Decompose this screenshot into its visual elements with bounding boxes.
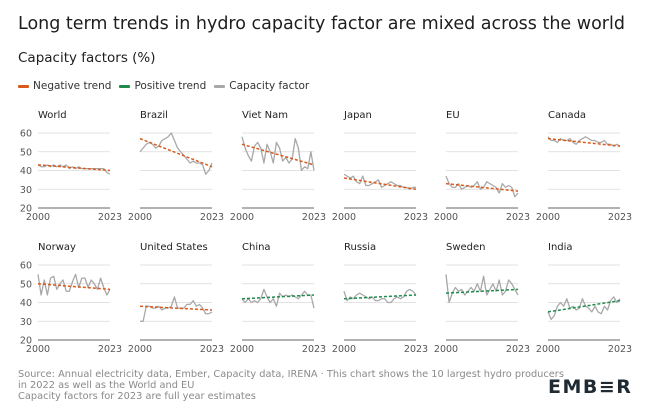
ytick-norway-50: 50 [20, 279, 32, 290]
legend: Negative trend Positive trend Capacity f… [18, 80, 317, 92]
capacity-line-united-states [140, 296, 213, 322]
trend-line-sweden [445, 288, 519, 294]
xtick-end-united-states: 2023 [200, 344, 224, 355]
chart-subtitle: Capacity factors (%) [18, 50, 156, 66]
chart-title: Long term trends in hydro capacity facto… [18, 14, 625, 34]
footer-line-2: in 2022 as well as the World and EU [18, 380, 195, 391]
capacity-line-viet-nam [241, 136, 315, 172]
xtick-end-viet-nam: 2023 [302, 212, 326, 223]
ytick-norway-20: 20 [20, 336, 32, 347]
legend-capacity-label: Capacity factor [229, 80, 310, 92]
trend-line-china [241, 294, 315, 300]
ytick-world-40: 40 [20, 166, 32, 177]
trend-line-india [547, 299, 621, 313]
panel-title-russia: Russia [344, 242, 376, 253]
trend-line-brazil [139, 137, 213, 168]
trend-line-eu [445, 182, 519, 192]
legend-positive: Positive trend [119, 80, 206, 92]
ytick-world-60: 60 [20, 129, 32, 140]
xtick-start-viet-nam: 2000 [230, 212, 254, 223]
trend-line-japan [343, 177, 417, 190]
trend-line-norway [37, 283, 111, 291]
positive-swatch [119, 84, 131, 88]
xtick-start-united-states: 2000 [128, 344, 152, 355]
negative-swatch [18, 84, 29, 88]
panel-title-canada: Canada [548, 110, 586, 121]
panel-title-china: China [242, 242, 271, 253]
xtick-start-china: 2000 [230, 344, 254, 355]
xtick-end-world: 2023 [98, 212, 122, 223]
xtick-end-sweden: 2023 [506, 344, 530, 355]
xtick-start-brazil: 2000 [128, 212, 152, 223]
xtick-start-sweden: 2000 [434, 344, 458, 355]
xtick-start-eu: 2000 [434, 212, 458, 223]
ytick-norway-40: 40 [20, 298, 32, 309]
ytick-world-50: 50 [20, 147, 32, 158]
capacity-line-china [241, 288, 315, 309]
xtick-end-canada: 2023 [608, 212, 632, 223]
footer-line-1: Source: Annual electricity data, Ember, … [18, 369, 564, 380]
xtick-start-japan: 2000 [332, 212, 356, 223]
trend-line-viet-nam [241, 143, 315, 166]
footer-source: Source: Annual electricity data, Ember, … [18, 369, 564, 402]
panel-title-japan: Japan [343, 110, 372, 121]
xtick-start-india: 2000 [536, 344, 560, 355]
xtick-end-eu: 2023 [506, 212, 530, 223]
capacity-line-brazil [139, 132, 213, 175]
legend-negative-label: Negative trend [33, 80, 112, 92]
panel-title-world: World [38, 110, 67, 121]
capacity-line-eu [445, 175, 519, 198]
xtick-end-brazil: 2023 [200, 212, 224, 223]
legend-negative: Negative trend [18, 80, 111, 92]
xtick-start-world: 2000 [26, 212, 50, 223]
capacity-line-norway [37, 273, 111, 296]
ytick-world-20: 20 [20, 204, 32, 215]
xtick-end-japan: 2023 [404, 212, 428, 223]
ytick-norway-60: 60 [20, 261, 32, 272]
panel-title-sweden: Sweden [446, 242, 486, 253]
panel-title-norway: Norway [38, 242, 76, 253]
ember-logo: EMB≡R [548, 376, 633, 398]
panel-title-united-states: United States [140, 242, 208, 253]
capacity-line-sweden [445, 274, 519, 304]
xtick-end-norway: 2023 [98, 344, 122, 355]
trend-line-united-states [139, 305, 213, 311]
panel-title-eu: EU [446, 110, 460, 121]
footer-line-3: Capacity factors for 2023 are full year … [18, 391, 256, 402]
legend-positive-label: Positive trend [134, 80, 207, 92]
xtick-start-canada: 2000 [536, 212, 560, 223]
xtick-end-russia: 2023 [404, 344, 428, 355]
capacity-line-india [547, 296, 621, 321]
trend-line-canada [547, 137, 621, 147]
xtick-start-russia: 2000 [332, 344, 356, 355]
legend-capacity: Capacity factor [214, 80, 309, 92]
ytick-world-30: 30 [20, 185, 32, 196]
xtick-end-china: 2023 [302, 344, 326, 355]
capacity-swatch [214, 84, 226, 88]
trend-line-world [37, 164, 111, 172]
xtick-start-norway: 2000 [26, 344, 50, 355]
xtick-end-india: 2023 [608, 344, 632, 355]
panel-title-brazil: Brazil [140, 110, 168, 121]
ytick-norway-30: 30 [20, 317, 32, 328]
trend-line-russia [343, 294, 417, 300]
panel-title-india: India [548, 242, 573, 253]
panel-title-viet-nam: Viet Nam [242, 110, 288, 121]
